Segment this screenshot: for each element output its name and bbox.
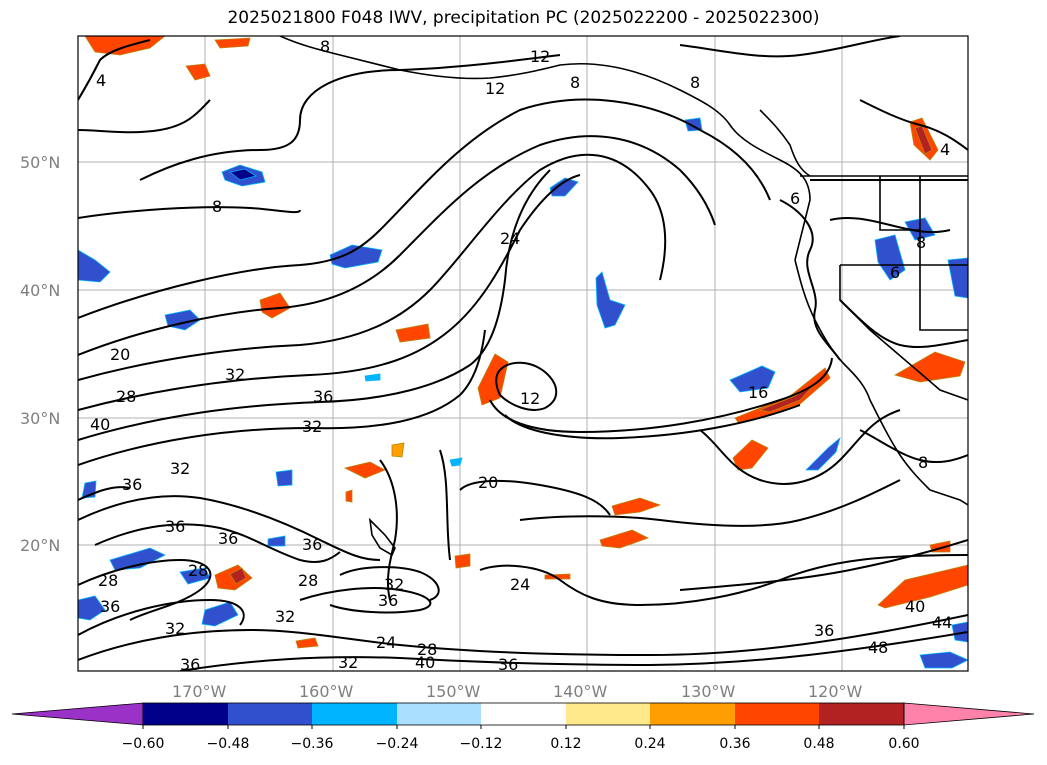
colorbar-tick-label: 0.60 bbox=[888, 736, 919, 752]
contour-label: 16 bbox=[748, 383, 768, 402]
contour-label: 32 bbox=[384, 575, 404, 594]
contour-label: 8 bbox=[570, 73, 580, 92]
contour-label: 36 bbox=[814, 621, 834, 640]
colorbar-extend-high bbox=[903, 702, 1035, 726]
contour-label: 8 bbox=[690, 73, 700, 92]
contour-label: 28 bbox=[298, 571, 318, 590]
contour-label: 36 bbox=[165, 517, 185, 536]
contour-label: 28 bbox=[98, 571, 118, 590]
colorbar-tick-label: −0.24 bbox=[376, 736, 419, 752]
lat-label: 50°N bbox=[20, 153, 60, 172]
iwv-contours bbox=[78, 36, 968, 671]
lon-label: 140°W bbox=[553, 682, 608, 701]
colorbar-frame bbox=[142, 702, 905, 726]
contour-label: 24 bbox=[510, 575, 530, 594]
lon-label: 120°W bbox=[808, 682, 863, 701]
colorbar-segment bbox=[481, 703, 566, 725]
colorbar-tick-label: 0.48 bbox=[803, 736, 834, 752]
contour-label: 8 bbox=[916, 233, 926, 252]
contour-label: 24 bbox=[500, 229, 520, 248]
contour-label: 4 bbox=[940, 140, 950, 159]
longitude-labels: 170°W 160°W 150°W 140°W 130°W 120°W bbox=[172, 682, 863, 701]
contour-labels: 4 8 12 8 12 8 8 8 4 24 8 6 20 28 32 36 4… bbox=[90, 37, 952, 674]
colorbar-segment bbox=[397, 703, 481, 725]
contour-label: 28 bbox=[417, 640, 437, 659]
colorbar-tick-label: −0.36 bbox=[291, 736, 334, 752]
lon-label: 130°W bbox=[681, 682, 736, 701]
colorbar-segment bbox=[312, 703, 397, 725]
lon-label: 150°W bbox=[426, 682, 481, 701]
colorbar-segment bbox=[650, 703, 735, 725]
colorbar-tick-label: −0.60 bbox=[122, 736, 165, 752]
contour-label: 44 bbox=[932, 613, 952, 632]
contour-label: 32 bbox=[170, 459, 190, 478]
contour-label: 36 bbox=[180, 655, 200, 674]
lat-label: 30°N bbox=[20, 409, 60, 428]
contour-label: 8 bbox=[918, 453, 928, 472]
lat-label: 20°N bbox=[20, 536, 60, 555]
precip-negative-areas bbox=[78, 117, 968, 669]
contour-label: 36 bbox=[313, 387, 333, 406]
contour-label: 32 bbox=[225, 365, 245, 384]
lat-label: 40°N bbox=[20, 281, 60, 300]
precip-positive-areas bbox=[84, 36, 968, 649]
contour-label: 8 bbox=[212, 197, 222, 216]
colorbar-segment bbox=[566, 703, 650, 725]
contour-label: 40 bbox=[90, 415, 110, 434]
contour-label: 28 bbox=[116, 387, 136, 406]
map-title: 2025021800 F048 IWV, precipitation PC (2… bbox=[227, 8, 820, 28]
colorbar-tick-label: −0.12 bbox=[460, 736, 503, 752]
latitude-labels: 50°N 40°N 30°N 20°N bbox=[20, 153, 60, 555]
contour-label: 20 bbox=[110, 345, 130, 364]
contour-label: 32 bbox=[275, 607, 295, 626]
contour-label: 48 bbox=[868, 638, 888, 657]
contour-label: 40 bbox=[415, 653, 435, 672]
map-area: 4 8 12 8 12 8 8 8 4 24 8 6 20 28 32 36 4… bbox=[78, 36, 968, 674]
lon-label: 160°W bbox=[299, 682, 354, 701]
colorbar-tick-label: −0.48 bbox=[207, 736, 250, 752]
colorbar-extend-low bbox=[11, 702, 144, 726]
contour-label: 8 bbox=[320, 37, 330, 56]
colorbar-tick-label: 0.36 bbox=[719, 736, 750, 752]
colorbar-segment bbox=[819, 703, 904, 725]
contour-label: 4 bbox=[96, 71, 106, 90]
contour-label: 32 bbox=[338, 653, 358, 672]
contour-label: 6 bbox=[790, 189, 800, 208]
colorbar-segment bbox=[143, 703, 228, 725]
coastlines bbox=[279, 36, 968, 557]
colorbar-tick-label: 0.12 bbox=[550, 736, 581, 752]
contour-label: 32 bbox=[302, 417, 322, 436]
contour-label: 36 bbox=[122, 475, 142, 494]
contour-label: 32 bbox=[165, 619, 185, 638]
colorbar: −0.60 −0.48 −0.36 −0.24 −0.12 0.12 0.24 … bbox=[11, 702, 1035, 752]
colorbar-tick-label: 0.24 bbox=[634, 736, 665, 752]
contour-label: 12 bbox=[520, 389, 540, 408]
contour-label: 20 bbox=[478, 473, 498, 492]
contour-label: 12 bbox=[485, 79, 505, 98]
contour-label: 36 bbox=[100, 597, 120, 616]
lon-label: 170°W bbox=[172, 682, 227, 701]
contour-label: 36 bbox=[218, 529, 238, 548]
contour-label: 36 bbox=[378, 591, 398, 610]
colorbar-segment bbox=[228, 703, 312, 725]
map-frame bbox=[77, 35, 969, 672]
contour-label: 40 bbox=[905, 597, 925, 616]
contour-label: 6 bbox=[890, 263, 900, 282]
contour-label: 36 bbox=[302, 535, 322, 554]
colorbar-segment bbox=[735, 703, 819, 725]
contour-label: 28 bbox=[188, 561, 208, 580]
contour-label: 24 bbox=[376, 633, 396, 652]
contour-label: 12 bbox=[530, 47, 550, 66]
colorbar-tick-marks bbox=[142, 725, 905, 729]
contour-label: 36 bbox=[498, 655, 518, 674]
